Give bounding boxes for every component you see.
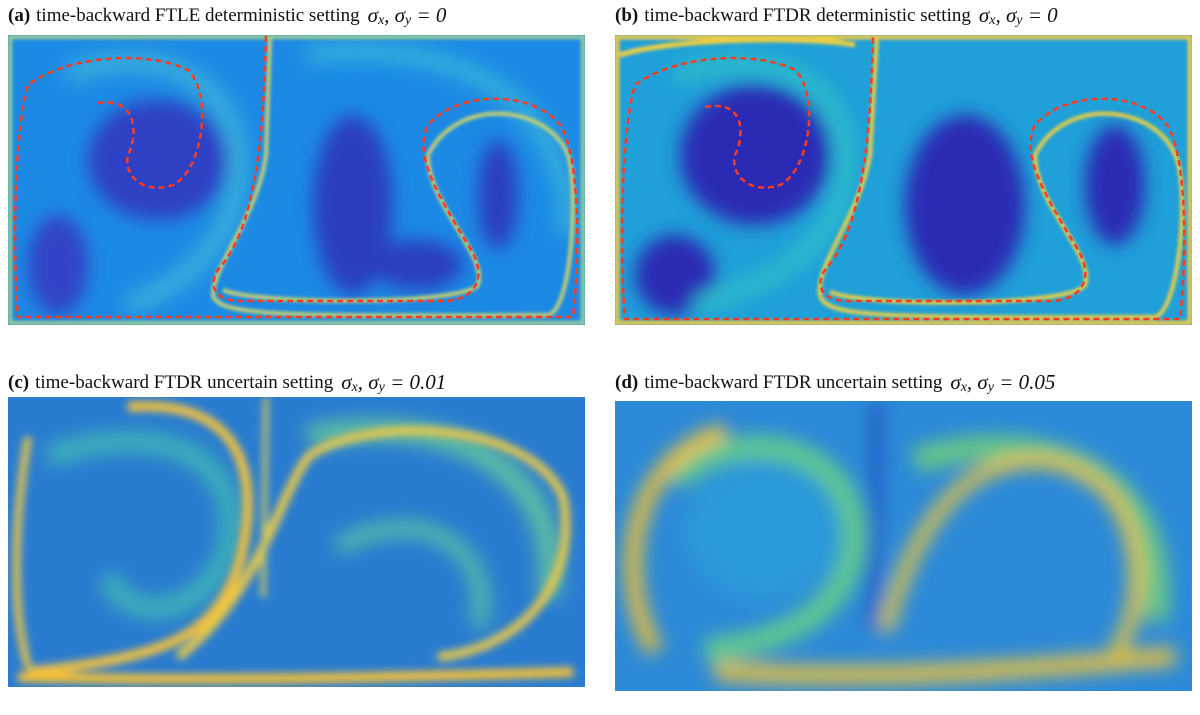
m: , σ	[995, 3, 1018, 27]
m-sub: y	[986, 380, 995, 395]
lbl: (d)	[615, 372, 638, 393]
m-sub: y	[403, 13, 412, 28]
lbl: (b)	[615, 5, 638, 26]
m-sub: x	[960, 380, 968, 395]
lbl: (c)	[8, 372, 29, 393]
field-panel	[615, 401, 1192, 691]
m: , σ	[384, 3, 407, 27]
m: σ	[368, 3, 380, 27]
caption: (b) time-backward FTDR deterministic sett…	[615, 3, 1058, 28]
m: σ	[979, 3, 991, 27]
caption-text: time-backward FTLE deterministic setting	[36, 5, 360, 26]
field-panel	[8, 397, 585, 687]
m-sub: y	[1014, 13, 1023, 28]
m-sub: x	[988, 13, 996, 28]
m: , σ	[967, 370, 990, 394]
field-panel	[8, 35, 585, 325]
m-sub: x	[377, 13, 385, 28]
lbl: (a)	[8, 5, 30, 26]
m: σ	[950, 370, 962, 394]
caption: (c) time-backward FTDR uncertain setting σ…	[8, 370, 446, 395]
m-sub: x	[351, 380, 359, 395]
caption: (a) time-backward FTLE deterministic sett…	[8, 3, 447, 28]
m-sub: y	[377, 380, 386, 395]
m: = 0	[1023, 3, 1059, 27]
m: σ	[341, 370, 353, 394]
caption-text: time-backward FTDR uncertain setting	[35, 372, 334, 393]
caption: (d) time-backward FTDR uncertain setting σ…	[615, 370, 1055, 395]
caption-text: time-backward FTDR deterministic setting	[644, 5, 971, 26]
field-panel	[615, 35, 1192, 325]
m: , σ	[358, 370, 381, 394]
m: = 0.05	[994, 370, 1055, 394]
m: = 0	[411, 3, 447, 27]
caption-text: time-backward FTDR uncertain setting	[644, 372, 943, 393]
m: = 0.01	[385, 370, 446, 394]
